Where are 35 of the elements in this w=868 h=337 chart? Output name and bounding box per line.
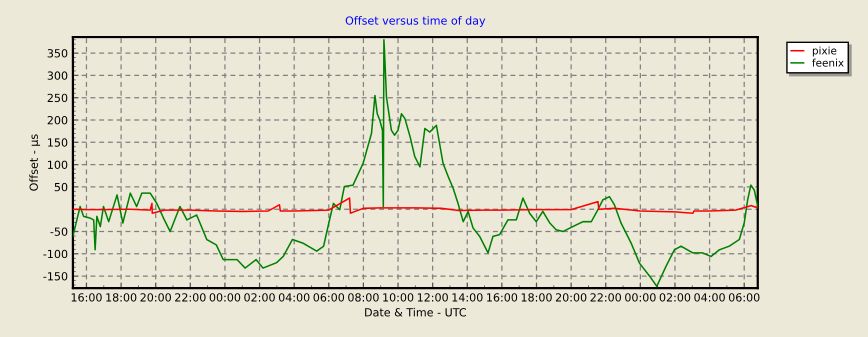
- y-tick-label: 200: [48, 116, 68, 124]
- legend-label: feenix: [812, 58, 844, 67]
- y-tick-label: 150: [48, 138, 68, 147]
- x-tick-label: 22:00: [175, 293, 206, 302]
- x-tick-label: 18:00: [106, 293, 136, 302]
- x-tick-label: 06:00: [314, 293, 344, 302]
- x-tick-label: 00:00: [210, 293, 240, 302]
- x-tick-label: 04:00: [278, 293, 310, 302]
- x-tick-label: 02:00: [244, 293, 275, 302]
- y-tick-label: 50: [54, 182, 68, 192]
- x-tick-label: 16:00: [487, 293, 518, 302]
- chart-title: Offset versus time of day: [346, 16, 486, 27]
- x-tick-label: 06:00: [728, 293, 760, 302]
- y-tick-label: -50: [50, 227, 68, 236]
- x-tick-label: 00:00: [625, 293, 656, 302]
- x-tick-label: 18:00: [522, 293, 552, 302]
- y-tick-label: -100: [43, 250, 68, 258]
- x-tick-label: 22:00: [590, 293, 622, 302]
- y-tick-label: 100: [48, 160, 68, 169]
- x-tick-label: 16:00: [72, 293, 102, 302]
- x-tick-label: 12:00: [418, 293, 448, 302]
- x-tick-label: 20:00: [140, 293, 171, 302]
- x-tick-label: 04:00: [694, 293, 725, 302]
- y-tick-label: 350: [48, 49, 68, 58]
- y-tick-label: -150: [43, 272, 68, 280]
- x-axis-title: Date & Time - UTC: [365, 308, 466, 317]
- x-tick-label: 10:00: [383, 293, 414, 302]
- legend-label: pixie: [812, 46, 836, 57]
- x-tick-label: 14:00: [452, 293, 483, 302]
- y-tick-label: 300: [48, 71, 68, 80]
- x-tick-label: 02:00: [660, 293, 690, 302]
- x-tick-label: 20:00: [556, 293, 586, 302]
- x-tick-label: 08:00: [348, 293, 379, 302]
- y-axis-title: Offset - µs: [29, 134, 40, 191]
- y-tick-label: 250: [48, 94, 68, 102]
